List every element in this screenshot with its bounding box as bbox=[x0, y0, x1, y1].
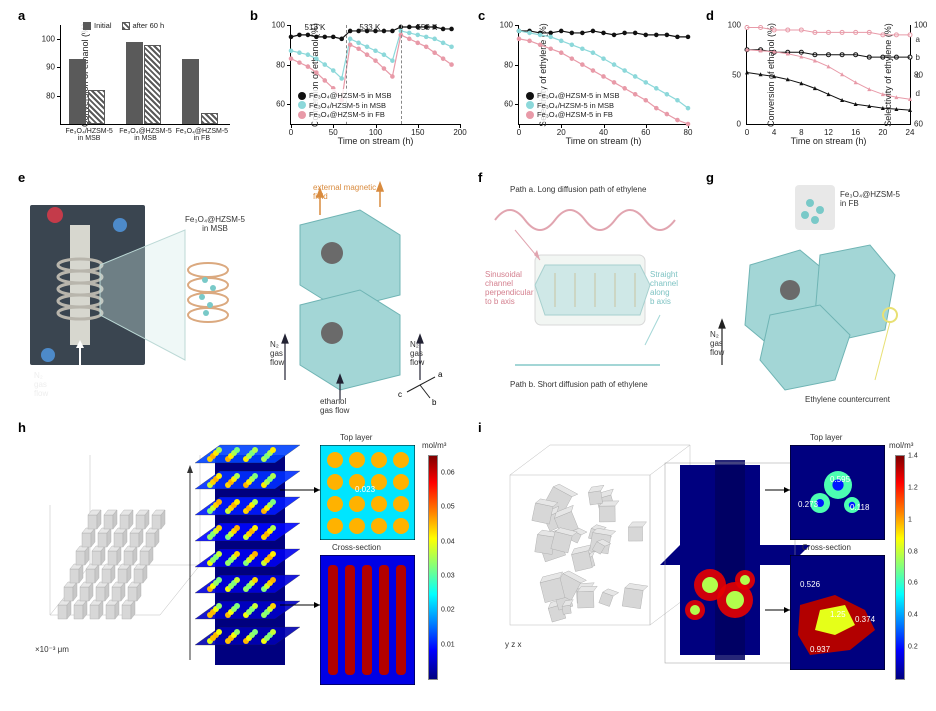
label-g: g bbox=[706, 170, 714, 185]
panel-g-schematic: Fe₃O₄@HZSM-5 in FB N₂ gas flow Ethylene … bbox=[710, 185, 920, 410]
panel-g-n2: N₂ gas flow bbox=[710, 330, 724, 357]
panel-e-title: Fe₃O₄@HZSM-5 in MSB bbox=[185, 215, 245, 233]
panel-i-cross-inset: Cross-section 0.526 1.25 0.374 0.937 bbox=[790, 555, 885, 670]
panel-i-unit: mol/m³ bbox=[889, 441, 913, 450]
panel-f-sinu: Sinusoidal channel perpendicular to b ax… bbox=[485, 270, 535, 306]
panel-e-schematic: a b c N₂ gas flow Fe₃O₄@HZSM-5 in MSB ex… bbox=[30, 185, 460, 410]
label-h: h bbox=[18, 420, 26, 435]
label-c: c bbox=[478, 8, 485, 23]
panel-e-svg: a b c bbox=[30, 185, 460, 410]
label-d: d bbox=[706, 8, 714, 23]
panel-h-top-val: 0.023 bbox=[355, 485, 375, 494]
panel-i-top-label: Top layer bbox=[810, 433, 842, 442]
panel-i-colorbar: 0.20.40.60.811.21.4 bbox=[895, 455, 905, 680]
panel-i-c4: 0.937 bbox=[810, 645, 830, 654]
svg-text:c: c bbox=[398, 390, 402, 399]
panel-e-ethanol: ethanol gas flow bbox=[320, 397, 349, 415]
panel-h-axisu1: ×10⁻³ μm bbox=[35, 645, 69, 654]
panel-c-xlabel: Time on stream (h) bbox=[566, 136, 642, 146]
label-f: f bbox=[478, 170, 482, 185]
label-e: e bbox=[18, 170, 25, 185]
panel-e-magfield: external magnetic field bbox=[313, 183, 376, 201]
panel-d-xlabel: Time on stream (h) bbox=[791, 136, 867, 146]
panel-h-top-inset: Top layer 0.023 bbox=[320, 445, 415, 540]
panel-i-xyz: y z x bbox=[505, 640, 521, 652]
label-a: a bbox=[18, 8, 25, 23]
panel-f-schematic: Path a. Long diffusion path of ethylene … bbox=[480, 185, 695, 410]
panel-g-title: Fe₃O₄@HZSM-5 in FB bbox=[840, 190, 900, 208]
panel-d-chart: Conversion of ethanol (%) Selectivity of… bbox=[746, 25, 911, 125]
label-i: i bbox=[478, 420, 482, 435]
panel-i-t1: 0.595 bbox=[830, 475, 850, 484]
panel-i-cross-label: Cross-section bbox=[802, 543, 851, 552]
panel-e-n2flow: N₂ gas flow bbox=[34, 371, 48, 398]
label-b: b bbox=[250, 8, 258, 23]
panel-g-svg bbox=[710, 185, 920, 410]
panel-i-c1: 0.526 bbox=[800, 580, 820, 589]
panel-i-top-inset: Top layer 0.595 0.273 0.118 bbox=[790, 445, 885, 540]
panel-e-n2-3: N₂ gas flow bbox=[410, 340, 424, 367]
panel-b-xlabel: Time on stream (h) bbox=[338, 136, 414, 146]
panel-b-chart: Conversion of ethanol (%) Time on stream… bbox=[290, 25, 460, 125]
panel-i-t2: 0.273 bbox=[798, 500, 818, 509]
panel-a-chart: Conversion of ethanol (%) 8090100Fe₃O₄/H… bbox=[60, 25, 230, 125]
panel-a-legend-after: after 60 h bbox=[133, 21, 165, 31]
panel-f-straight: Straight channel along b axis bbox=[650, 270, 695, 306]
panel-i-top-svg bbox=[790, 445, 885, 540]
panel-h-unit: mol/m³ bbox=[422, 441, 446, 450]
panel-h-cross-svg bbox=[320, 555, 415, 685]
panel-h-sim: Top layer 0.023 Cross-section 0.010.020.… bbox=[30, 435, 460, 695]
panel-i-sim: Top layer 0.595 0.273 0.118 Cross-sectio… bbox=[490, 435, 920, 695]
panel-g-counter: Ethylene countercurrent bbox=[805, 395, 890, 404]
panel-f-pathb: Path b. Short diffusion path of ethylene bbox=[510, 380, 648, 389]
panel-h-colorbar: 0.010.020.030.040.050.06 bbox=[428, 455, 438, 680]
panel-i-t3: 0.118 bbox=[850, 503, 869, 512]
svg-text:b: b bbox=[432, 398, 437, 407]
panel-h-cross-label: Cross-section bbox=[332, 543, 381, 552]
panel-h-cross-inset: Cross-section bbox=[320, 555, 415, 685]
panel-e-n2-2: N₂ gas flow bbox=[270, 340, 284, 367]
panel-i-c2: 1.25 bbox=[830, 610, 846, 619]
panel-i-c3: 0.374 bbox=[855, 615, 875, 624]
panel-a-legend-initial: Initial bbox=[94, 21, 112, 31]
panel-a-legend: Initial after 60 h bbox=[80, 19, 167, 33]
panel-h-top-label: Top layer bbox=[340, 433, 372, 442]
panel-c-chart: Selectivity of ethylene (%) Time on stre… bbox=[518, 25, 688, 125]
svg-text:a: a bbox=[438, 370, 443, 379]
